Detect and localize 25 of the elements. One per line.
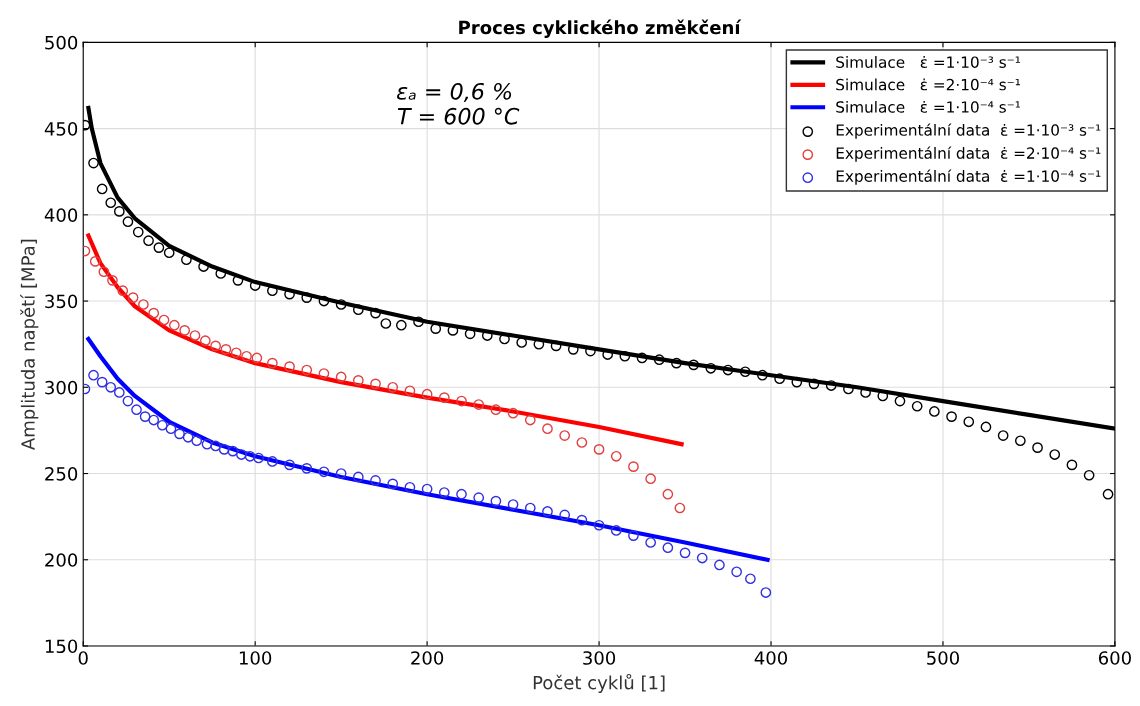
y-tick-label: 500: [45, 35, 78, 50]
y-tick-label: 300: [45, 380, 78, 395]
y-tick-label: 400: [44, 208, 78, 222]
x-tick-label: 500: [927, 651, 959, 665]
y-tick-label: 250: [45, 466, 78, 481]
y-tick-label: 200: [45, 553, 78, 567]
y-axis-title: Amplituda napětí [MPa]: [20, 239, 39, 450]
y-tick-label: 150: [45, 639, 78, 654]
x-tick-label: 0: [78, 651, 88, 665]
legend-label: Experimentální data ε̇ =2·10⁻⁴ s⁻¹: [836, 146, 1101, 162]
y-tick-label: 350: [45, 294, 78, 309]
chart-title: Proces cyklického změkčení: [459, 19, 742, 38]
x-tick-label: 600: [1098, 651, 1131, 665]
y-tick-label: 450: [44, 122, 78, 136]
legend-label: Experimentální data ε̇ =1·10⁻⁴ s⁻¹: [836, 169, 1101, 185]
legend-label: Simulace ε̇ =2·10⁻⁴ s⁻¹: [836, 78, 1021, 91]
x-tick-label: 100: [239, 651, 272, 665]
legend-label: Experimentální data ε̇ =1·10⁻³ s⁻¹: [836, 123, 1101, 139]
x-tick-label: 300: [583, 651, 616, 665]
legend-label: Simulace ε̇ =1·10⁻³ s⁻¹: [836, 56, 1021, 68]
annotation: εₐ = 0,6 % T = 600 °C: [397, 82, 520, 125]
x-axis-title: Počet cyklů [1]: [533, 673, 665, 693]
x-tick-label: 400: [754, 651, 788, 665]
legend-label: Simulace ε̇ =1·10⁻⁴ s⁻¹: [836, 100, 1021, 113]
x-tick-label: 200: [411, 651, 444, 665]
